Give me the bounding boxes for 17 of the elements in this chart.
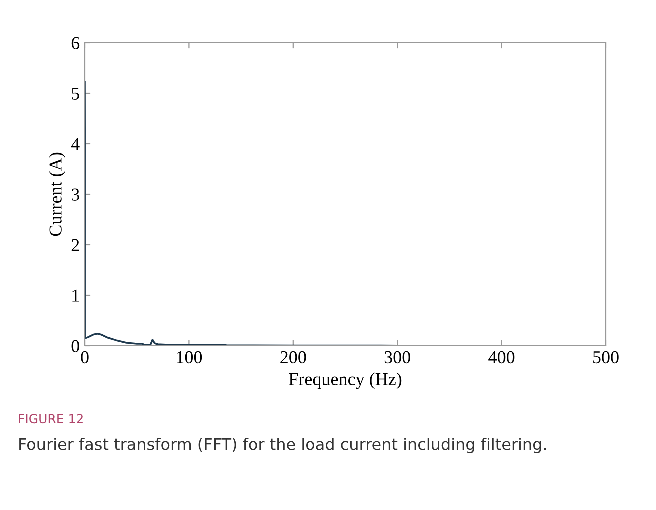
x-tick-label: 500 xyxy=(594,351,619,364)
y-tick-label: 4 xyxy=(71,138,80,150)
x-tick-label: 300 xyxy=(384,351,410,364)
y-tick-label: 5 xyxy=(72,88,80,100)
y-tick-label: 0 xyxy=(72,340,80,352)
y-axis-title: Current (A) xyxy=(49,152,66,236)
caption: FIGURE 12 xyxy=(19,414,83,424)
text: Fourier fast transform (FFT) for the load current including filtering. xyxy=(20,438,546,454)
x-tick-label: 200 xyxy=(280,351,306,364)
x-tick-label: 400 xyxy=(488,351,515,364)
x-tick-label: 0 xyxy=(81,351,89,364)
y-tick-label: 2 xyxy=(72,239,80,252)
y-tick-label: 3 xyxy=(72,188,80,201)
y-tick-label: 1 xyxy=(72,290,80,302)
y-tick-label: 6 xyxy=(72,37,80,50)
x-axis-title: Frequency (Hz) xyxy=(289,372,402,390)
x-tick-label: 100 xyxy=(177,351,202,364)
